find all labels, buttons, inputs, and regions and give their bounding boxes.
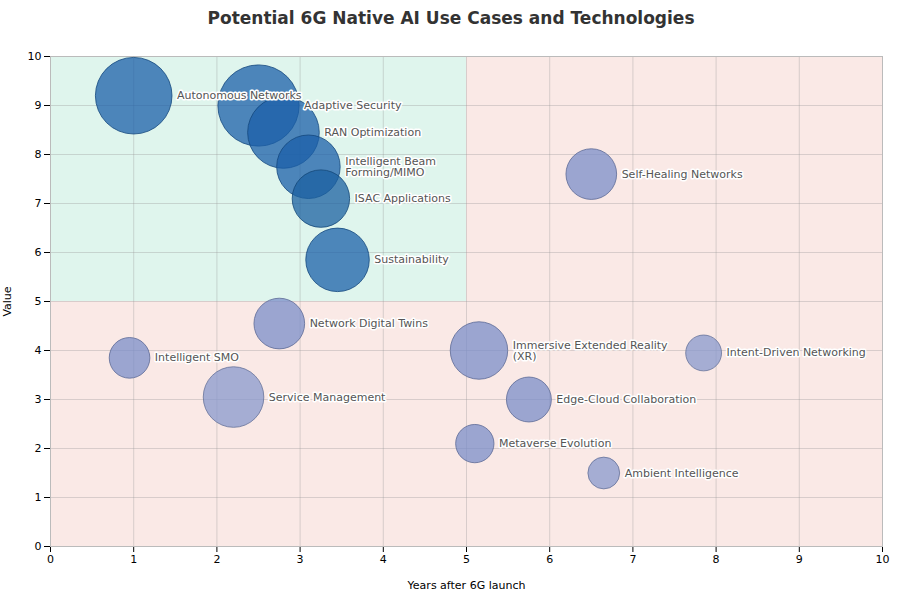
svg-text:1: 1 (130, 553, 137, 566)
svg-text:Metaverse Evolution: Metaverse Evolution (499, 437, 611, 450)
svg-text:4: 4 (380, 553, 387, 566)
svg-text:10: 10 (28, 50, 42, 63)
svg-text:2: 2 (35, 442, 42, 455)
svg-text:10: 10 (876, 553, 890, 566)
svg-text:0: 0 (47, 553, 54, 566)
svg-text:Value: Value (1, 286, 14, 316)
svg-text:Service Management: Service Management (269, 391, 386, 404)
svg-text:ISAC Applications: ISAC Applications (355, 192, 451, 205)
svg-text:Network Digital Twins: Network Digital Twins (310, 317, 429, 330)
svg-text:Intelligent BeamForming/MIMO: Intelligent BeamForming/MIMO (345, 155, 436, 179)
svg-text:Self-Healing Networks: Self-Healing Networks (622, 168, 743, 181)
svg-text:6: 6 (35, 246, 42, 259)
svg-text:7: 7 (629, 553, 636, 566)
svg-text:Intent-Driven Networking: Intent-Driven Networking (727, 346, 866, 359)
svg-text:5: 5 (35, 295, 42, 308)
svg-text:4: 4 (35, 344, 42, 357)
svg-text:Immersive Extended Reality(XR): Immersive Extended Reality(XR) (513, 339, 668, 363)
svg-text:Autonomous Networks: Autonomous Networks (177, 89, 302, 102)
svg-text:Years after 6G launch: Years after 6G launch (407, 579, 526, 591)
svg-text:Edge-Cloud Collaboration: Edge-Cloud Collaboration (556, 393, 696, 406)
svg-text:9: 9 (35, 99, 42, 112)
svg-text:6: 6 (546, 553, 553, 566)
svg-text:3: 3 (297, 553, 304, 566)
svg-text:5: 5 (463, 553, 470, 566)
svg-text:3: 3 (35, 393, 42, 406)
html-text:Potential 6G Native AI Use Cas: Potential 6G Native AI Use Cases and Tec… (207, 8, 695, 28)
svg-text:2: 2 (213, 553, 220, 566)
svg-text:0: 0 (35, 540, 42, 553)
svg-text:8: 8 (35, 148, 42, 161)
svg-text:8: 8 (713, 553, 720, 566)
svg-text:7: 7 (35, 197, 42, 210)
svg-text:Sustainability: Sustainability (374, 253, 449, 266)
svg-text:Ambient Intelligence: Ambient Intelligence (625, 467, 739, 480)
svg-text:RAN Optimization: RAN Optimization (324, 126, 421, 139)
svg-text:9: 9 (796, 553, 803, 566)
svg-text:1: 1 (35, 491, 42, 504)
svg-text:Intelligent SMO: Intelligent SMO (155, 351, 239, 364)
svg-text:Adaptive Security: Adaptive Security (304, 99, 402, 112)
